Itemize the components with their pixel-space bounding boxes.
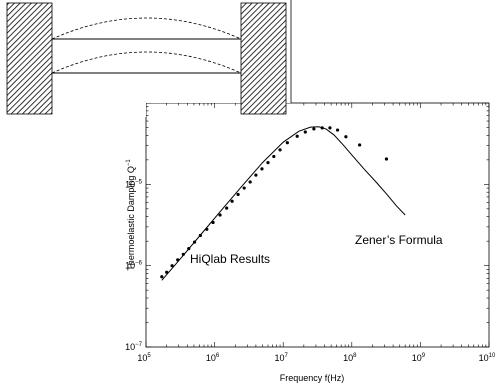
x-tick-label-exp: 6 bbox=[216, 353, 220, 359]
y-tick-label-exp: −6 bbox=[135, 261, 143, 267]
data-point bbox=[176, 258, 180, 262]
anchor-right bbox=[240, 2, 287, 115]
anchor-left bbox=[6, 2, 53, 115]
data-point bbox=[260, 167, 264, 171]
x-tick-label-exp: 8 bbox=[353, 353, 357, 359]
beam-deflected-upper bbox=[51, 17, 242, 40]
y-axis-label: Thermoelastic Damping Q−1 bbox=[126, 159, 136, 271]
data-point bbox=[278, 148, 282, 152]
data-point bbox=[187, 247, 191, 251]
x-tick-label: 106 bbox=[206, 353, 220, 363]
y-axis-label-exponent: −1 bbox=[126, 159, 132, 167]
y-tick-label: 10−6 bbox=[125, 261, 143, 271]
series-markers-hiqlab bbox=[160, 126, 389, 279]
y-tick-label-base: 10 bbox=[125, 261, 135, 271]
data-point bbox=[170, 264, 174, 268]
data-point bbox=[312, 127, 316, 131]
y-tick-label: 10−5 bbox=[125, 179, 143, 189]
data-point bbox=[254, 173, 258, 177]
data-point bbox=[295, 134, 299, 138]
inset-schematic bbox=[0, 0, 292, 117]
data-point bbox=[328, 126, 332, 130]
data-point bbox=[165, 270, 169, 274]
x-tick-label: 1010 bbox=[479, 353, 496, 363]
series-line-zener bbox=[161, 126, 406, 281]
data-point bbox=[192, 240, 197, 244]
data-point bbox=[344, 135, 348, 139]
y-tick-label-base: 10 bbox=[125, 342, 135, 352]
data-point bbox=[211, 220, 215, 225]
annotation-hiqlab: HiQlab Results bbox=[190, 252, 270, 266]
data-point bbox=[160, 275, 164, 279]
data-point bbox=[358, 143, 362, 147]
x-tick-label-base: 10 bbox=[412, 353, 422, 363]
annotation-zener: Zener’s Formula bbox=[355, 233, 443, 247]
x-tick-label-exp: 9 bbox=[422, 353, 426, 359]
data-point bbox=[236, 192, 240, 197]
data-point bbox=[248, 180, 252, 184]
x-tick-label-base: 10 bbox=[343, 353, 353, 363]
y-tick-label: 10−7 bbox=[125, 342, 143, 352]
x-tick-label-base: 10 bbox=[137, 353, 147, 363]
data-point bbox=[335, 128, 340, 132]
x-axis-label: Frequency f(Hz) bbox=[280, 373, 345, 383]
beam-deflected-lower bbox=[51, 51, 242, 74]
data-point bbox=[384, 157, 389, 161]
data-point bbox=[272, 154, 276, 159]
data-point bbox=[205, 227, 209, 231]
data-point bbox=[242, 186, 246, 190]
plot-frame bbox=[145, 102, 490, 348]
x-tick-label: 107 bbox=[275, 353, 289, 363]
data-point bbox=[285, 141, 289, 145]
data-point bbox=[266, 161, 270, 165]
data-point bbox=[303, 130, 307, 134]
x-tick-label: 108 bbox=[343, 353, 357, 363]
y-tick-label-base: 10 bbox=[125, 179, 135, 189]
data-point bbox=[320, 126, 324, 130]
data-point bbox=[230, 199, 234, 203]
x-tick-label-exp: 5 bbox=[147, 353, 151, 359]
y-axis-label-group: Thermoelastic Damping Q−1 bbox=[126, 159, 136, 271]
x-tick-label: 109 bbox=[412, 353, 426, 363]
data-point bbox=[225, 206, 229, 210]
y-axis-label-text: Thermoelastic Damping Q bbox=[126, 166, 136, 271]
x-tick-label-exp: 7 bbox=[285, 353, 289, 359]
x-tick-label: 105 bbox=[137, 353, 151, 363]
axis-ticks bbox=[145, 102, 490, 348]
x-tick-label-base: 10 bbox=[479, 353, 489, 363]
data-point bbox=[181, 252, 185, 256]
x-tick-label-base: 10 bbox=[275, 353, 285, 363]
y-tick-label-exp: −5 bbox=[135, 179, 143, 185]
x-tick-label-base: 10 bbox=[206, 353, 216, 363]
y-tick-labels: 10−710−610−5 bbox=[125, 179, 143, 352]
data-point bbox=[218, 213, 222, 217]
data-point bbox=[198, 233, 202, 238]
y-tick-label-exp: −7 bbox=[135, 342, 143, 348]
x-tick-labels: 105 106 107 108 109 1010 bbox=[137, 353, 496, 363]
x-tick-label-exp: 10 bbox=[489, 353, 496, 359]
